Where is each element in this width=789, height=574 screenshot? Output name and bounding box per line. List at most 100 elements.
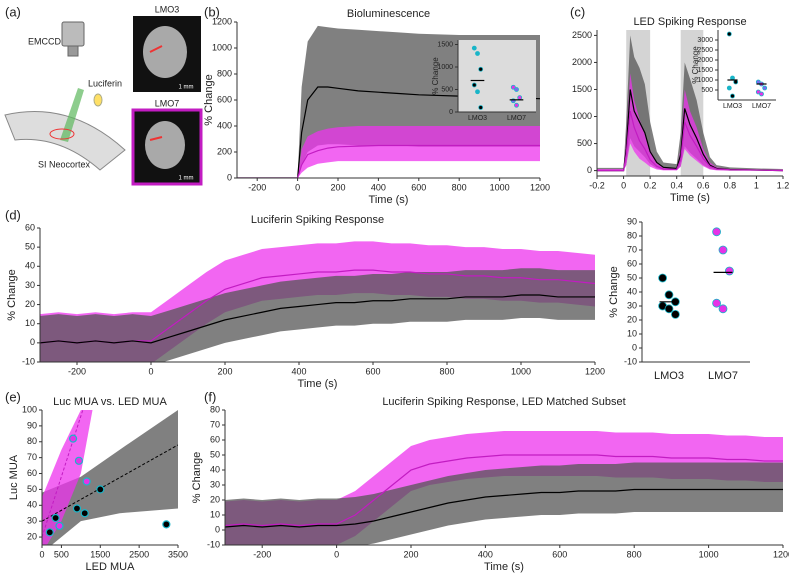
y-tick-label: 60 [25,222,35,232]
chart-title: Luciferin Spiking Response [251,214,384,226]
plot-area [40,241,595,362]
x-tick-label: 500 [54,549,69,559]
chart-title: Bioluminescence [347,8,430,20]
data-point [671,309,680,319]
x-tick-label: 1500 [90,549,110,559]
y-tick-label: 70 [627,244,637,254]
y-tick-label: 50 [627,272,637,282]
chart: (e) Luc MUA vs. LED MUA LED MUA Luc MUA 20 30… [5,389,188,572]
y-tick-label: 20 [627,314,637,324]
fit-line [42,410,84,538]
x-tick-label: 0 [295,182,300,192]
reagent-label: Luciferin [88,78,122,88]
y-tick-label: 500 [441,86,453,93]
chart: % Change LMO3 LMO7 0 500 1000 1500 [431,40,536,122]
data-point [712,298,721,308]
x-tick-label: 0.6 [697,180,710,190]
y-tick-label: 0 [632,342,637,352]
y-tick-label: 50 [25,242,35,252]
x-tick-label: 0.2 [644,180,657,190]
data-point [55,521,64,531]
x-tick-label: 1000 [490,182,510,192]
x-tick-label: -0.2 [589,180,605,190]
data-point [51,513,60,523]
chart-title: Luciferin Spiking Response, LED Matched … [382,396,625,408]
y-tick-label: 30 [210,479,220,489]
image-probe [149,45,163,53]
y-tick-label: 70 [210,419,220,429]
x-tick-label: 0 [148,366,153,376]
mean-line [597,89,783,172]
data-point [162,520,171,529]
data-point [762,85,768,91]
y-tick-label: 70 [27,452,37,462]
x-tick-label: LMO3 [654,370,684,382]
chart-title: LED Spiking Response [633,16,746,28]
data-point [664,290,674,300]
y-tick-label: 200 [217,146,232,156]
y-tick-label: 40 [210,464,220,474]
data-point [72,504,82,513]
x-tick-label: LMO3 [468,115,487,122]
y-tick-label: 20 [25,299,35,309]
data-point [96,485,105,494]
y-tick-label: 600 [217,94,232,104]
image-probe [149,136,163,141]
data-point [478,105,484,110]
data-point [475,89,480,95]
x-tick-label: -200 [253,549,271,559]
fit-band [42,410,93,545]
x-tick-label: LMO7 [752,103,771,110]
mean-line [237,144,540,178]
y-tick-label: 40 [627,286,637,296]
y-tick-label: 40 [27,500,37,510]
y-tick-label: 1000 [697,77,713,84]
data-point [510,84,516,90]
x-tick-label: LMO3 [723,103,742,110]
y-tick-label: 60 [210,434,220,444]
x-tick-label: 2500 [129,549,149,559]
x-tick-label: 800 [452,182,467,192]
image-blob [145,121,185,169]
data-point [68,434,78,443]
y-tick-label: 2000 [697,57,713,64]
x-axis-label: Time (s) [670,192,710,204]
data-point [712,227,721,237]
y-tick-label: 30 [27,516,37,526]
y-tick-label: 60 [27,468,37,478]
y-tick-label: 80 [627,230,637,240]
y-axis-label: Luc MUA [8,454,20,500]
x-tick-label: 1 [754,180,759,190]
data-point [514,102,519,108]
y-tick-label: -10 [207,539,220,549]
image-title: LMO3 [155,4,180,14]
diagram: (a) EMCCD Luciferin SI Neocortex LMO3 1 … [4,4,203,186]
y-tick-label: 1000 [572,111,592,121]
x-tick-label: 0 [621,180,626,190]
x-axis-label: Time (s) [369,194,409,206]
data-point [718,304,728,314]
panel-label: (b) [204,4,220,19]
chart: % Change LMO3 LMO7 -10 0 10 20 30 40 50 60 70 80 90 [608,216,750,382]
data-point [726,31,732,37]
y-axis-label: % Change [203,74,215,125]
y-axis-label: % Change [431,57,440,95]
data-point [759,91,764,97]
y-tick-label: 2500 [572,30,592,40]
mean-line [225,488,783,528]
region-label: SI Neocortex [38,159,91,169]
x-tick-label: 200 [403,549,418,559]
recording-site [49,128,75,140]
y-tick-label: 500 [577,138,592,148]
mean-line [237,86,540,178]
y-axis-label: % Change [608,266,620,317]
plot-area [597,35,783,172]
y-tick-label: 20 [27,531,37,541]
y-tick-label: 1500 [697,67,713,74]
y-axis-label: % Change [6,269,18,320]
panel-label: (a) [5,4,21,19]
y-tick-label: 800 [217,68,232,78]
x-tick-label: 1.2 [777,180,789,190]
y-tick-label: 40 [25,261,35,271]
